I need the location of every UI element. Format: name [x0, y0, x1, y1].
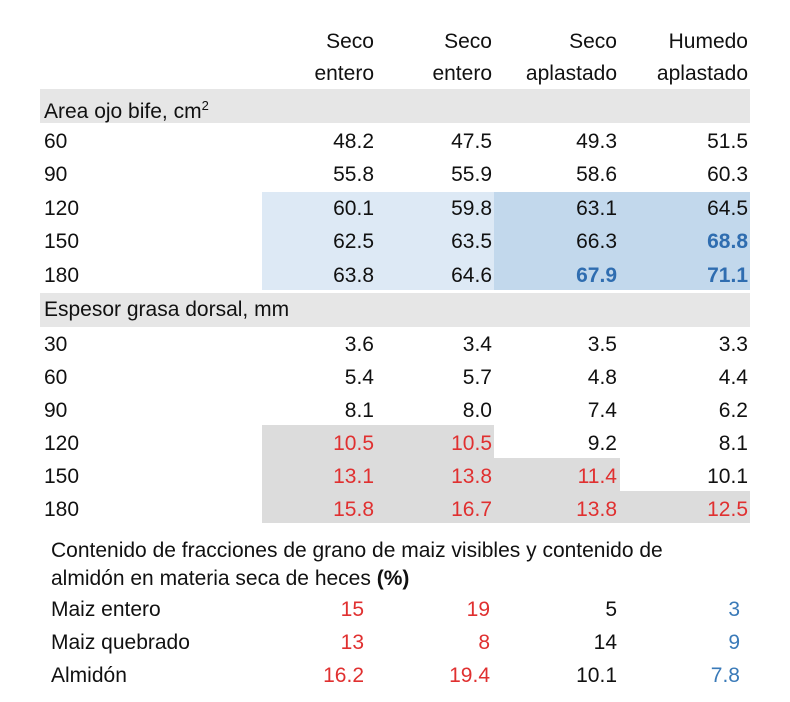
s3-cell: 7.8: [710, 664, 740, 687]
s1-cell: 60.3: [707, 163, 748, 186]
s2-cell: 3.4: [462, 333, 492, 356]
s2-row-label: 150: [44, 465, 80, 488]
s2-cell: 5.4: [344, 366, 374, 389]
s3-cell: 3: [728, 598, 740, 621]
s1-row-label: 150: [44, 230, 80, 253]
section3-title-line1: Contenido de fracciones de grano de maiz…: [51, 539, 663, 562]
s2-cell-highlight: 10.5: [451, 432, 492, 455]
s3-cell: 14: [593, 631, 617, 654]
section1-band: [40, 89, 750, 123]
s1-cell-highlight: 71.1: [707, 264, 748, 287]
s2-cell: 7.4: [587, 399, 617, 422]
section1-title-text: Area ojo bife, cm: [44, 100, 202, 123]
s1-cell: 55.8: [333, 163, 374, 186]
s2-row-label: 30: [44, 333, 68, 356]
s2-cell-highlight: 12.5: [707, 498, 748, 521]
s1-cell: 63.5: [451, 230, 492, 253]
section1-highlight-mid: [494, 192, 750, 290]
s1-cell: 62.5: [333, 230, 374, 253]
s2-cell: 3.5: [587, 333, 617, 356]
col-header-1: Seco entero: [234, 26, 374, 90]
s1-cell-highlight: 67.9: [576, 264, 617, 287]
s2-cell-highlight: 10.5: [333, 432, 374, 455]
s3-row-label: Maiz quebrado: [51, 631, 190, 654]
s1-row-label: 120: [44, 197, 80, 220]
col-header-4: Humedo aplastado: [608, 26, 748, 90]
s2-cell-highlight: 16.7: [451, 498, 492, 521]
section2-band: [40, 293, 750, 327]
s2-row-label: 90: [44, 399, 68, 422]
s1-row-label: 180: [44, 264, 80, 287]
s3-row-label: Almidón: [51, 664, 127, 687]
section1-highlight-light: [262, 192, 494, 290]
s2-cell: 3.6: [344, 333, 374, 356]
s3-cell: 15: [340, 598, 364, 621]
s1-cell: 63.1: [576, 197, 617, 220]
s1-cell: 64.5: [707, 197, 748, 220]
col-header-1-line2: entero: [314, 62, 374, 85]
s1-cell: 66.3: [576, 230, 617, 253]
section1-title: Area ojo bife, cm2: [44, 93, 209, 125]
s3-cell: 9: [728, 631, 740, 654]
s1-cell: 58.6: [576, 163, 617, 186]
s3-row-label: Maiz entero: [51, 598, 161, 621]
section1-title-sup: 2: [201, 98, 209, 113]
s2-cell-highlight: 13.8: [576, 498, 617, 521]
s1-cell: 48.2: [333, 130, 374, 153]
s3-cell: 8: [478, 631, 490, 654]
col-header-2-line1: Seco: [444, 30, 492, 53]
s3-cell: 19: [466, 598, 490, 621]
s2-cell: 3.3: [718, 333, 748, 356]
section3-title-pct: (%): [376, 567, 410, 590]
s2-cell: 8.1: [344, 399, 374, 422]
s2-cell: 4.8: [587, 366, 617, 389]
col-header-3: Seco aplastado: [477, 26, 617, 90]
col-header-2-line2: entero: [432, 62, 492, 85]
s2-row-label: 180: [44, 498, 80, 521]
s3-cell: 16.2: [323, 664, 364, 687]
section3-title-text: almidón en materia seca de heces: [51, 567, 371, 590]
col-header-3-line1: Seco: [569, 30, 617, 53]
col-header-2: Seco entero: [352, 26, 492, 90]
section2-highlight-cols12: [262, 425, 494, 523]
s3-cell: 5: [605, 598, 617, 621]
section2-title: Espesor grasa dorsal, mm: [44, 298, 290, 321]
s2-row-label: 60: [44, 366, 68, 389]
s3-cell: 10.1: [576, 664, 617, 687]
col-header-1-line1: Seco: [326, 30, 374, 53]
s1-cell: 51.5: [707, 130, 748, 153]
s2-cell-highlight: 13.8: [451, 465, 492, 488]
s1-cell: 47.5: [451, 130, 492, 153]
s2-cell: 5.7: [462, 366, 492, 389]
s1-row-label: 60: [44, 130, 68, 153]
s2-cell: 4.4: [718, 366, 748, 389]
s1-cell: 63.8: [333, 264, 374, 287]
s1-cell: 49.3: [576, 130, 617, 153]
s2-cell: 9.2: [587, 432, 617, 455]
s1-cell: 60.1: [333, 197, 374, 220]
s2-cell: 8.1: [718, 432, 748, 455]
s3-cell: 13: [340, 631, 364, 654]
s2-cell-highlight: 11.4: [577, 465, 617, 488]
s2-cell-highlight: 15.8: [333, 498, 374, 521]
s1-cell: 55.9: [451, 163, 492, 186]
s2-cell: 6.2: [718, 399, 748, 422]
col-header-4-line1: Humedo: [668, 30, 748, 53]
s2-row-label: 120: [44, 432, 80, 455]
section3-title-line2: almidón en materia seca de heces (%): [51, 566, 409, 592]
s1-cell-highlight: 68.8: [707, 230, 748, 253]
s3-cell: 19.4: [449, 664, 490, 687]
s2-cell-highlight: 13.1: [333, 465, 374, 488]
section2-highlight-col4: [620, 491, 750, 523]
s1-cell: 59.8: [451, 197, 492, 220]
col-header-4-line2: aplastado: [656, 62, 748, 85]
section2-highlight-col3: [494, 458, 620, 523]
s2-cell: 10.1: [707, 465, 748, 488]
s1-row-label: 90: [44, 163, 68, 186]
s2-cell: 8.0: [462, 399, 492, 422]
col-header-3-line2: aplastado: [525, 62, 617, 85]
s1-cell: 64.6: [451, 264, 492, 287]
